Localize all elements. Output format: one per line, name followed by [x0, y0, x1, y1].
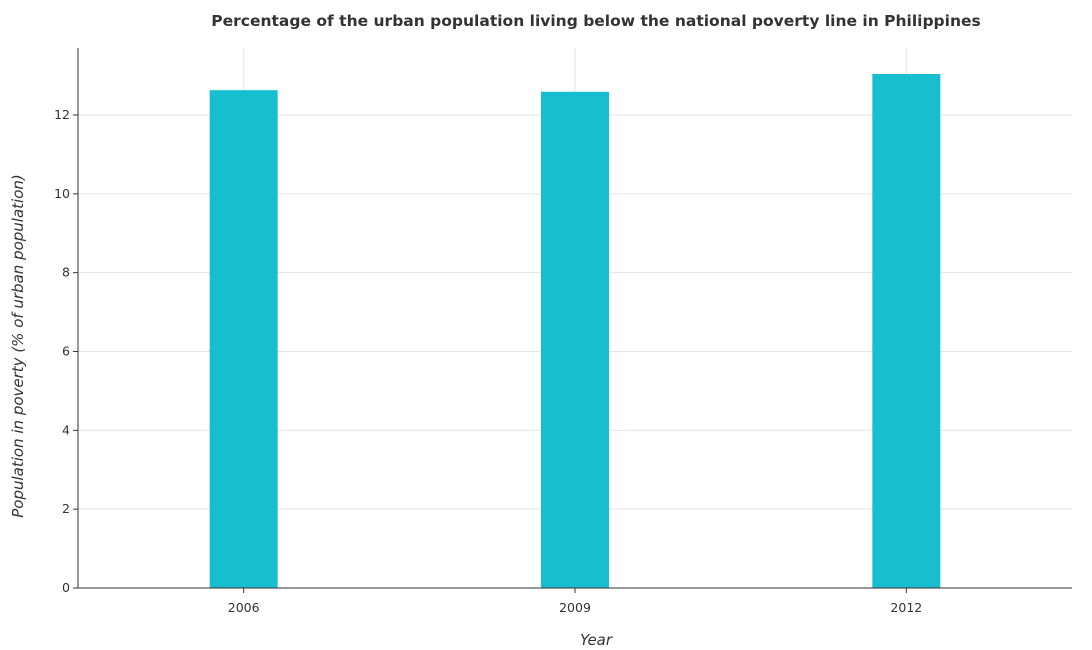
y-tick-label: 6	[62, 344, 70, 359]
bar-2006	[209, 90, 278, 589]
x-tick-label: 2009	[559, 600, 591, 615]
y-axis-label: Population in poverty (% of urban popula…	[9, 174, 27, 517]
x-axis-label: Year	[580, 631, 613, 649]
bar-2009	[541, 91, 609, 588]
y-tick-label: 0	[62, 580, 70, 595]
chart-title: Percentage of the urban population livin…	[211, 12, 981, 30]
y-tick-label: 8	[62, 265, 70, 280]
y-tick-label: 12	[54, 107, 70, 122]
x-tick-label: 2012	[890, 600, 922, 615]
bar-2012	[872, 74, 941, 589]
x-tick-label: 2006	[228, 600, 260, 615]
bars	[209, 74, 941, 589]
tick-labels: 0 2 4 6 8 10 12 2006 2009 2012	[54, 107, 922, 615]
y-tick-label: 10	[54, 186, 70, 201]
y-tick-label: 4	[62, 422, 70, 437]
y-tick-label: 2	[62, 501, 70, 516]
axes	[73, 48, 1072, 593]
